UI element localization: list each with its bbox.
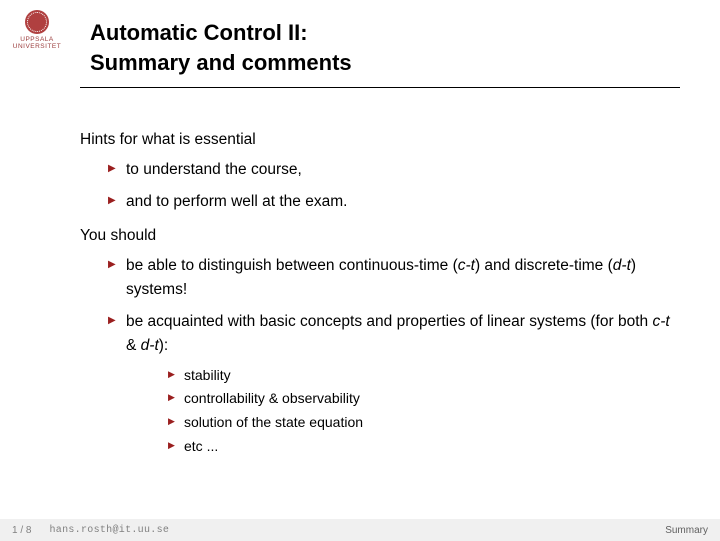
italic-ct: c-t xyxy=(652,313,669,330)
footer-section: Summary xyxy=(665,525,708,536)
text: & xyxy=(126,337,141,354)
list-item-text: and to perform well at the exam. xyxy=(126,193,347,210)
list-item-text: stability xyxy=(184,367,231,383)
slide-footer: 1 / 8 hans.rosth@it.uu.se Summary xyxy=(0,519,720,541)
text: ) and discrete-time ( xyxy=(475,257,613,274)
slide-content: Hints for what is essential to understan… xyxy=(0,88,720,457)
list-item: be acquainted with basic concepts and pr… xyxy=(108,310,670,457)
slide-title: Automatic Control II: Summary and commen… xyxy=(80,18,680,77)
title-line2: Summary and comments xyxy=(90,48,680,78)
bullet-list-1: to understand the course, and to perform… xyxy=(80,158,670,214)
logo-text-line2: UNIVERSITET xyxy=(12,43,62,50)
list-item: solution of the state equation xyxy=(168,412,670,434)
text: ): xyxy=(159,337,168,354)
slide-header: UPPSALA UNIVERSITET Automatic Control II… xyxy=(0,0,720,77)
list-item: controllability & observability xyxy=(168,388,670,410)
text: be able to distinguish between continuou… xyxy=(126,257,458,274)
intro-text-1: Hints for what is essential xyxy=(80,128,670,152)
university-logo: UPPSALA UNIVERSITET xyxy=(12,10,62,50)
list-item: etc ... xyxy=(168,436,670,458)
logo-seal-icon xyxy=(25,10,49,34)
list-item: to understand the course, xyxy=(108,158,670,182)
logo-text-line1: UPPSALA xyxy=(12,36,62,43)
bullet-list-2: be able to distinguish between continuou… xyxy=(80,254,670,457)
page-number: 1 / 8 xyxy=(12,525,31,536)
intro-text-2: You should xyxy=(80,224,670,248)
list-item-text: solution of the state equation xyxy=(184,414,363,430)
list-item: be able to distinguish between continuou… xyxy=(108,254,670,302)
list-item-text: etc ... xyxy=(184,438,218,454)
slide: UPPSALA UNIVERSITET Automatic Control II… xyxy=(0,0,720,541)
title-line1: Automatic Control II: xyxy=(90,18,680,48)
list-item: stability xyxy=(168,365,670,387)
italic-ct: c-t xyxy=(458,257,475,274)
footer-email: hans.rosth@it.uu.se xyxy=(49,525,169,536)
italic-dt: d-t xyxy=(613,257,631,274)
bullet-list-nested: stability controllability & observabilit… xyxy=(126,365,670,458)
list-item-text: to understand the course, xyxy=(126,161,302,178)
text: be acquainted with basic concepts and pr… xyxy=(126,313,652,330)
list-item: and to perform well at the exam. xyxy=(108,190,670,214)
list-item-text: controllability & observability xyxy=(184,390,360,406)
italic-dt: d-t xyxy=(141,337,159,354)
